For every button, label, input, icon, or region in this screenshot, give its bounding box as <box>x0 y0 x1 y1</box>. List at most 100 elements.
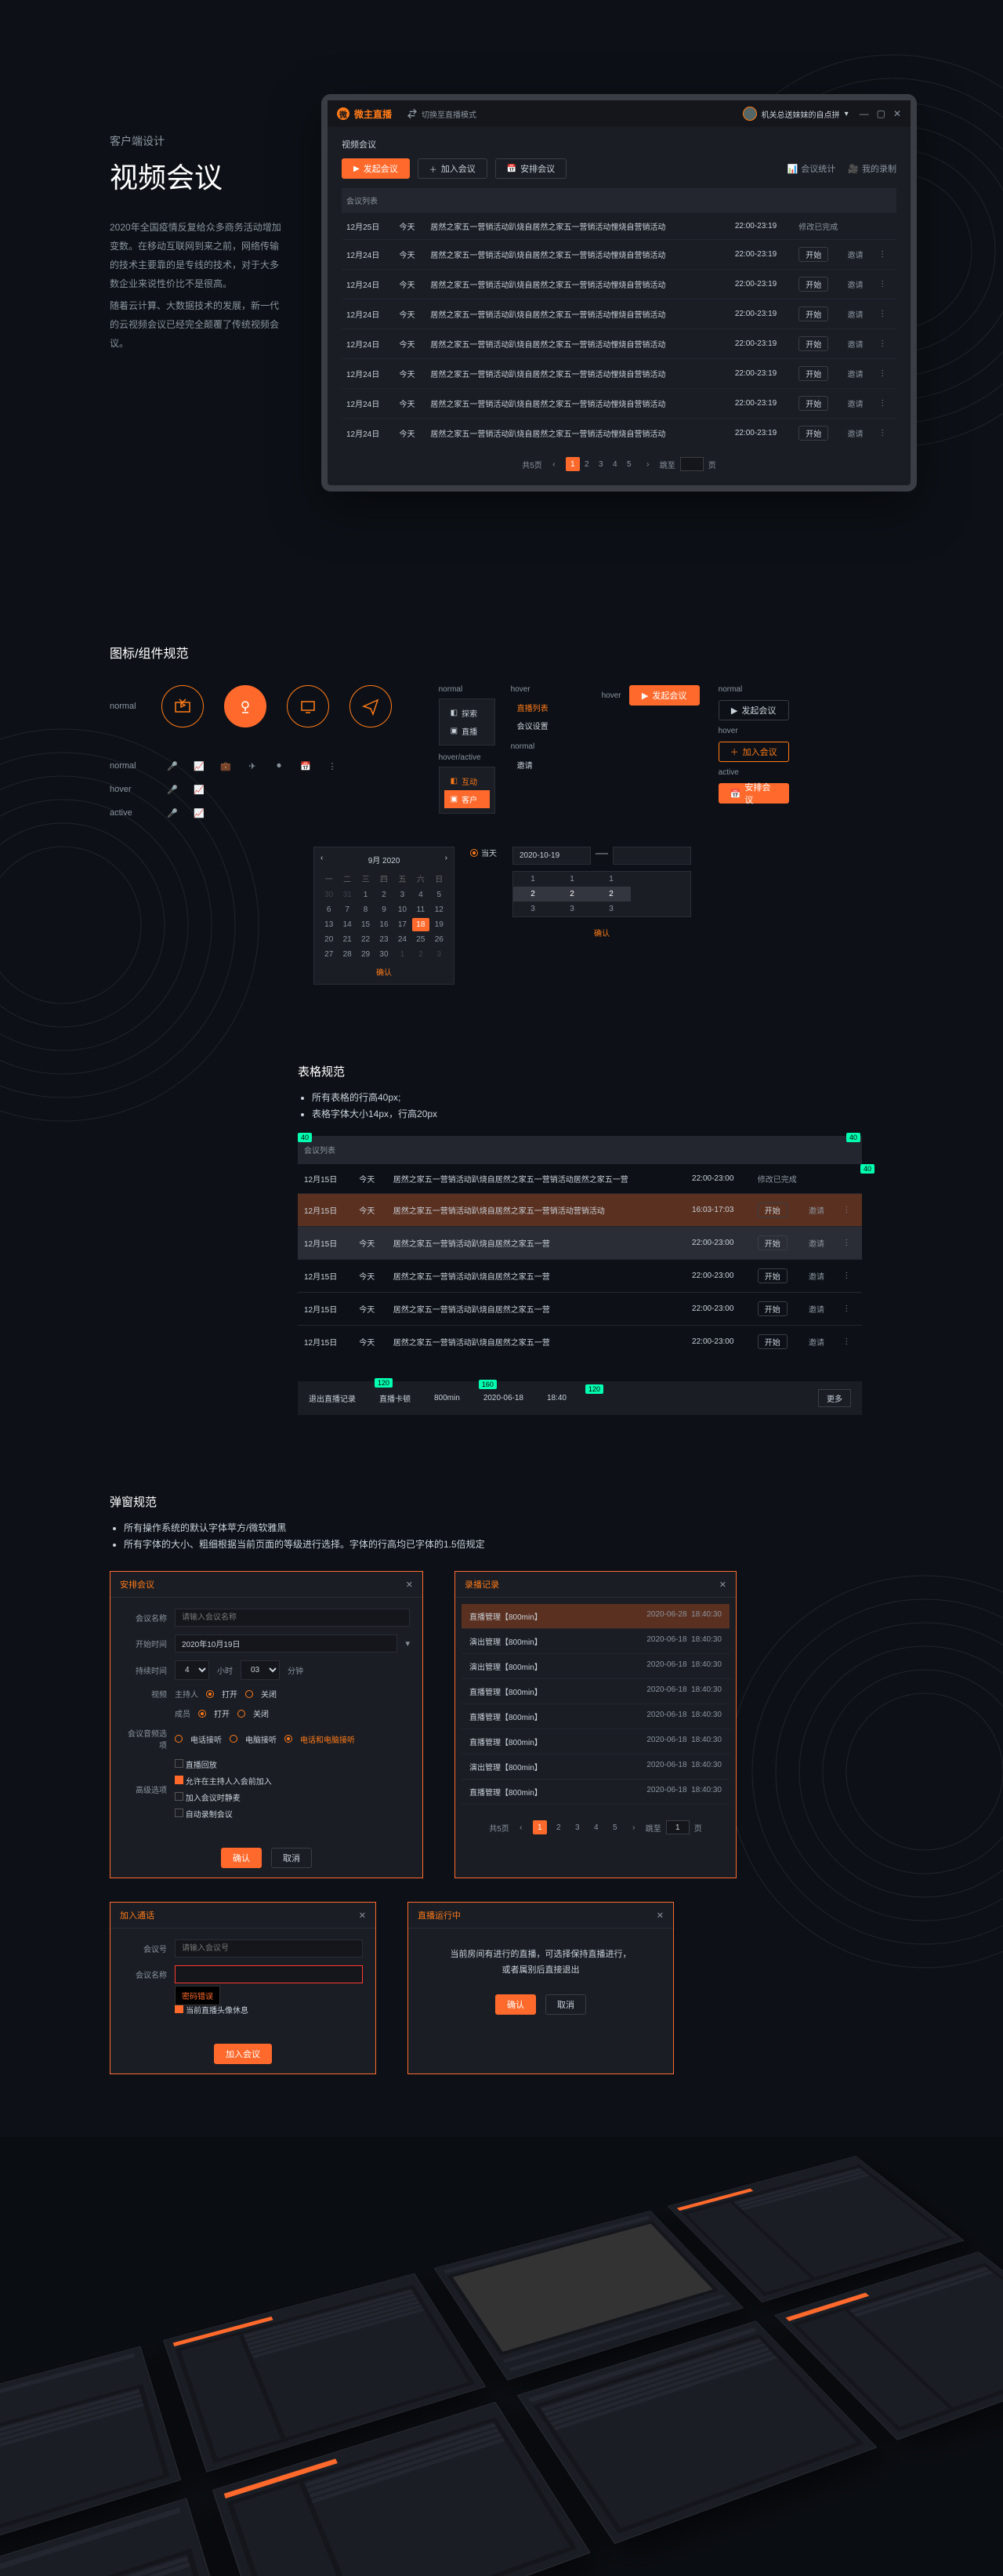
demo-join-btn[interactable]: ＋ 加入会议 <box>719 742 789 762</box>
app-user[interactable]: 机关总送妹妹的自点拼 ▾ <box>743 107 849 121</box>
table-row[interactable]: 12月24日今天居然之家五一营销活动趴烧自居然之家五一营销活动悝烧自营销活动22… <box>342 299 896 329</box>
more-icon[interactable]: ⋮ <box>878 250 887 259</box>
calendar[interactable]: ‹9月 2020› 一二三四五六日30311234567891011121314… <box>313 847 454 985</box>
demo-schedule-btn[interactable]: 📅 安排会议 <box>719 783 789 804</box>
pager-page[interactable]: 1 <box>566 457 580 471</box>
minimize-button[interactable]: — <box>860 108 869 119</box>
app-logo[interactable]: 微 微主直播 <box>337 107 392 121</box>
more-icon[interactable]: ⋮ <box>878 339 887 348</box>
screen-icon[interactable] <box>287 685 329 727</box>
status-pill[interactable]: 开始 <box>798 396 828 411</box>
pager-page[interactable]: 5 <box>622 457 636 471</box>
start-meeting-button[interactable]: ▶ 发起会议 <box>342 158 410 179</box>
record-row[interactable]: 演出管理【800min】2020-06-18 18:40:30 <box>462 1754 730 1780</box>
meeting-name-input[interactable] <box>175 1609 410 1627</box>
radio[interactable] <box>237 1710 245 1718</box>
invite-link[interactable]: 邀请 <box>847 430 863 439</box>
record-row[interactable]: 直播管理【800min】2020-06-18 18:40:30 <box>462 1704 730 1729</box>
menu-item[interactable]: ◧ 互动 <box>444 772 490 790</box>
checkbox-row[interactable]: 自动录制会议 <box>175 1808 272 1820</box>
dur-min-select[interactable]: 03 <box>241 1660 280 1680</box>
stats-link[interactable]: 📊 会议统计 <box>788 162 836 175</box>
radio[interactable] <box>245 1690 253 1698</box>
table-row[interactable]: 12月24日今天居然之家五一营销活动趴烧自居然之家五一营销活动悝烧自营销活动22… <box>342 270 896 299</box>
table-row[interactable]: 12月15日今天居然之家五一营销活动趴烧自居然之家五一营22:00-23:00开… <box>298 1326 862 1359</box>
pager-page[interactable]: 3 <box>594 457 608 471</box>
menu-item[interactable]: ▣ 直播 <box>444 722 490 740</box>
record-row[interactable]: 演出管理【800min】2020-06-18 18:40:30 <box>462 1654 730 1679</box>
close-icon[interactable]: ✕ <box>657 1910 664 1921</box>
cancel-button[interactable]: 取消 <box>271 1848 312 1868</box>
record-row[interactable]: 直播管理【800min】2020-06-28 18:40:30 <box>462 1604 730 1629</box>
record-row[interactable]: 直播管理【800min】2020-06-18 18:40:30 <box>462 1780 730 1805</box>
tv-icon[interactable] <box>161 685 204 727</box>
confirm-button[interactable]: 确认 <box>495 1994 536 2015</box>
more-icon[interactable]: ⋮ <box>878 310 887 318</box>
date-to-input[interactable] <box>613 847 691 865</box>
menu-item[interactable]: 直播列表 <box>511 698 555 717</box>
dur-hour-select[interactable]: 4 <box>175 1660 209 1680</box>
checkbox-row[interactable]: 加入会议时静麦 <box>175 1791 272 1803</box>
more-icon[interactable]: ⋮ <box>878 429 887 437</box>
radio[interactable] <box>206 1690 214 1698</box>
checkbox-row[interactable]: 当前直播头像休息 <box>175 2004 248 2015</box>
more-icon[interactable]: ⋮ <box>878 399 887 408</box>
table-row[interactable]: 12月15日今天居然之家五一营销活动趴烧自居然之家五一营销活动居然之家五一营22… <box>298 1164 862 1194</box>
menu-item[interactable]: 邀请 <box>511 756 555 774</box>
start-time-input[interactable] <box>175 1634 397 1653</box>
status-pill[interactable]: 开始 <box>798 366 828 381</box>
checkbox-row[interactable]: 直播回放 <box>175 1758 272 1770</box>
close-icon[interactable]: ✕ <box>359 1910 366 1921</box>
more-button[interactable]: 更多 <box>818 1389 851 1407</box>
invite-link[interactable]: 邀请 <box>847 281 863 290</box>
cal-confirm[interactable]: 确认 <box>320 966 447 978</box>
table-row[interactable]: 12月24日今天居然之家五一营销活动趴烧自居然之家五一营销活动悝烧自营销活动22… <box>342 359 896 389</box>
pager-next[interactable]: › <box>641 457 655 471</box>
pager-jump-input[interactable] <box>680 457 704 471</box>
menu-item[interactable]: 会议设置 <box>511 717 555 735</box>
table-row[interactable]: 12月24日今天居然之家五一营销活动趴烧自居然之家五一营销活动悝烧自营销活动22… <box>342 419 896 448</box>
record-row[interactable]: 直播管理【800min】2020-06-18 18:40:30 <box>462 1679 730 1704</box>
invite-link[interactable]: 邀请 <box>847 341 863 350</box>
radio[interactable] <box>198 1710 206 1718</box>
table-row[interactable]: 12月24日今天居然之家五一营销活动趴烧自居然之家五一营销活动悝烧自营销活动22… <box>342 240 896 270</box>
status-pill[interactable]: 开始 <box>798 277 828 292</box>
status-pill[interactable]: 开始 <box>798 426 828 441</box>
confirm-button[interactable]: 确认 <box>221 1848 262 1868</box>
more-icon[interactable]: ⋮ <box>878 369 887 378</box>
table-row[interactable]: 12月15日今天居然之家五一营销活动趴烧自居然之家五一营22:00-23:00开… <box>298 1260 862 1293</box>
join-button[interactable]: 加入会议 <box>214 2044 272 2064</box>
schedule-meeting-button[interactable]: 📅 安排会议 <box>495 158 567 179</box>
demo-start-btn[interactable]: ▶ 发起会议 <box>719 700 789 720</box>
table-row[interactable]: 12月24日今天居然之家五一营销活动趴烧自居然之家五一营销活动悝烧自营销活动22… <box>342 389 896 419</box>
status-pill[interactable]: 开始 <box>798 336 828 351</box>
cal-prev[interactable]: ‹ <box>320 854 323 865</box>
menu-item[interactable]: ◧ 探索 <box>444 704 490 722</box>
pager-page[interactable]: 4 <box>608 457 622 471</box>
mode-toggle[interactable]: 切换至直播模式 <box>406 107 476 120</box>
cancel-button[interactable]: 取消 <box>545 1994 586 2015</box>
pager-page[interactable]: 2 <box>580 457 594 471</box>
records-link[interactable]: 🎥 我的录制 <box>848 162 896 175</box>
record-row[interactable]: 演出管理【800min】2020-06-18 18:40:30 <box>462 1629 730 1654</box>
invite-link[interactable]: 邀请 <box>847 311 863 320</box>
record-row[interactable]: 直播管理【800min】2020-06-18 18:40:30 <box>462 1729 730 1754</box>
invite-link[interactable]: 邀请 <box>847 371 863 379</box>
table-row[interactable]: 12月25日今天居然之家五一营销活动趴烧自居然之家五一营销活动悝烧自营销活动22… <box>342 213 896 240</box>
invite-link[interactable]: 邀请 <box>847 401 863 409</box>
cal-next[interactable]: › <box>445 854 447 865</box>
pager-prev[interactable]: ‹ <box>547 457 561 471</box>
table-row[interactable]: 12月15日今天居然之家五一营销活动趴烧自居然之家五一营销活动营销活动16:03… <box>298 1194 862 1227</box>
camera-icon[interactable] <box>224 685 266 727</box>
meeting-id-input[interactable] <box>175 1939 363 1957</box>
join-meeting-button[interactable]: ＋ 加入会议 <box>418 158 487 179</box>
status-pill[interactable]: 开始 <box>798 247 828 262</box>
menu-item[interactable]: ▣ 客户 <box>444 790 490 808</box>
send-icon[interactable] <box>349 685 392 727</box>
meeting-pw-input[interactable] <box>175 1965 363 1983</box>
invite-link[interactable]: 邀请 <box>847 252 863 260</box>
checkbox-row[interactable]: 允许在主持人入会前加入 <box>175 1775 272 1787</box>
close-icon[interactable]: ✕ <box>406 1580 413 1590</box>
pager-jump-input[interactable] <box>666 1820 690 1834</box>
demo-start-btn[interactable]: ▶ 发起会议 <box>629 685 700 706</box>
